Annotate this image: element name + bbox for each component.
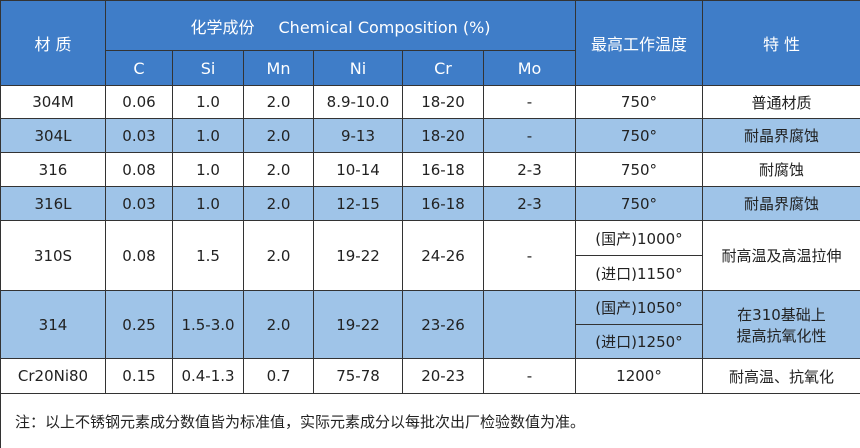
table-cell: 75-78	[313, 358, 403, 394]
table-cell: Cr20Ni80	[0, 358, 106, 394]
table-cell: 24-26	[402, 220, 484, 291]
table-row: 316L 0.03 1.0 2.0 12-15 16-18 2-3 750° 耐晶界腐蚀	[0, 186, 860, 221]
temp-cell: 750°	[575, 186, 703, 221]
temp-cell: (国产)1050°	[575, 290, 703, 325]
header-cell: 最高工作温度	[575, 0, 703, 86]
table-cell: 1.5-3.0	[172, 290, 244, 359]
table-row: 304M 0.06 1.0 2.0 8.9-10.0 18-20-750° 普通材质	[0, 85, 860, 119]
table-cell: 2.0	[243, 152, 314, 187]
property-cell: 耐高温、抗氧化	[702, 358, 860, 394]
title-en: Chemical Composition (%)	[278, 17, 491, 37]
temp-cell: 1200°	[575, 358, 703, 394]
temp-cell: (进口)1250°	[575, 324, 703, 359]
property-line: 提高抗氧化性	[736, 326, 827, 345]
header-cell: 材 质	[0, 0, 106, 86]
table-cell: 19-22	[313, 290, 403, 359]
table-cell: 2.0	[243, 85, 314, 119]
table-cell: 2.0	[243, 186, 314, 221]
property-line: 耐高温及高温拉伸	[721, 247, 842, 265]
property-cell: 耐高温及高温拉伸	[702, 220, 860, 291]
table-cell: 20-23	[402, 358, 484, 394]
table-cell	[483, 290, 576, 359]
table-cell: 0.03	[105, 186, 173, 221]
temp-cell: 750°	[575, 152, 703, 187]
table-cell: 8.9-10.0	[313, 85, 403, 119]
header-cell: Mo	[483, 50, 576, 86]
title-cn: 化学成份	[190, 17, 255, 37]
table-cell: -	[483, 358, 576, 394]
property-line: 在310基础上	[737, 305, 826, 324]
header-cell: C	[105, 50, 173, 86]
table-cell: 16-18	[402, 152, 484, 187]
table-row: 314 0.25 1.5-3.0 2.0 19-22 23-26 (国产)1050° 在310…	[0, 290, 860, 359]
table-cell: 19-22	[313, 220, 403, 291]
table-cell: -	[483, 220, 576, 291]
property-cell: 在310基础上 提高抗氧化性	[702, 290, 860, 359]
table-cell: 0.4-1.3	[172, 358, 244, 394]
header-cell: Cr	[402, 50, 484, 86]
table-cell: 0.03	[105, 118, 173, 153]
header-cell: 化学成份 Chemical Composition (%)	[105, 0, 576, 51]
header-cell: Mn	[243, 50, 314, 86]
table-cell: 2.0	[243, 290, 314, 359]
temp-cell: 750°	[575, 118, 703, 153]
table-cell: 18-20	[402, 118, 484, 153]
table-cell: 0.7	[243, 358, 314, 394]
table-cell: 12-15	[313, 186, 403, 221]
table-cell: 316L	[0, 186, 106, 221]
property-cell: 普通材质	[702, 85, 860, 119]
property-line: 耐晶界腐蚀	[743, 127, 819, 145]
table-cell: 314	[0, 290, 106, 359]
table-cell: 9-13	[313, 118, 403, 153]
table-cell: 2-3	[483, 152, 576, 187]
property-cell: 耐腐蚀	[702, 152, 860, 187]
table-cell: 18-20	[402, 85, 484, 119]
temp-cell: (进口)1150°	[575, 255, 703, 291]
table-cell: 0.08	[105, 220, 173, 291]
table-cell: 1.0	[172, 186, 244, 221]
note-row: 注：以上不锈钢元素成分数值皆为标准值，实际元素成分以每批次出厂检验数值为准。	[0, 393, 860, 448]
property-line: 耐高温、抗氧化	[728, 367, 834, 386]
table-cell: 316	[0, 152, 106, 187]
table-row: 316 0.08 1.0 2.0 10-14 16-18 2-3 750° 耐腐蚀	[0, 152, 860, 187]
table-cell: 2-3	[483, 186, 576, 221]
table-cell: 304L	[0, 118, 106, 153]
table-cell: 0.15	[105, 358, 173, 394]
note: 注：以上不锈钢元素成分数值皆为标准值，实际元素成分以每批次出厂检验数值为准。	[0, 393, 860, 448]
table-cell: -	[483, 85, 576, 119]
property-line: 耐晶界腐蚀	[743, 195, 819, 213]
table-cell: 1.0	[172, 85, 244, 119]
header-cell: Ni	[313, 50, 403, 86]
table-cell: 0.06	[105, 85, 173, 119]
table-row: (进口)1150°	[1, 255, 860, 291]
table-row: 304L 0.03 1.0 2.0 9-13 18-20-750° 耐晶界腐蚀	[0, 118, 860, 153]
table-cell: 2.0	[243, 118, 314, 153]
table-cell: 0.08	[105, 152, 173, 187]
table-cell: 16-18	[402, 186, 484, 221]
table-cell: 1.5	[172, 220, 244, 291]
table-row: Cr20Ni80 0.15 0.4-1.3 0.7 75-78 20-23-1200° 耐高…	[0, 358, 860, 394]
property-cell: 耐晶界腐蚀	[702, 186, 860, 221]
property-cell: 耐晶界腐蚀	[702, 118, 860, 153]
temp-cell: 750°	[575, 85, 703, 119]
table-cell: 304M	[0, 85, 106, 119]
table-cell: 0.25	[105, 290, 173, 359]
header-cell: Si	[172, 50, 244, 86]
table-cell: 1.0	[172, 118, 244, 153]
temp-cell: (国产)1000°	[575, 220, 703, 256]
table-cell: -	[483, 118, 576, 153]
property-line: 耐腐蚀	[758, 161, 804, 179]
table-row: 310S 0.08 1.5 2.0 19-22 24-26- (国产)1000° 耐高温及高温…	[0, 220, 860, 291]
property-line: 普通材质	[751, 93, 812, 112]
header-cell: 特 性	[702, 0, 860, 86]
table-cell: 310S	[0, 220, 106, 291]
table-cell: 10-14	[313, 152, 403, 187]
table-cell: 1.0	[172, 152, 244, 187]
table-row: (进口)1250°	[1, 324, 860, 359]
table-cell: 2.0	[243, 220, 314, 291]
table-cell: 23-26	[402, 290, 484, 359]
